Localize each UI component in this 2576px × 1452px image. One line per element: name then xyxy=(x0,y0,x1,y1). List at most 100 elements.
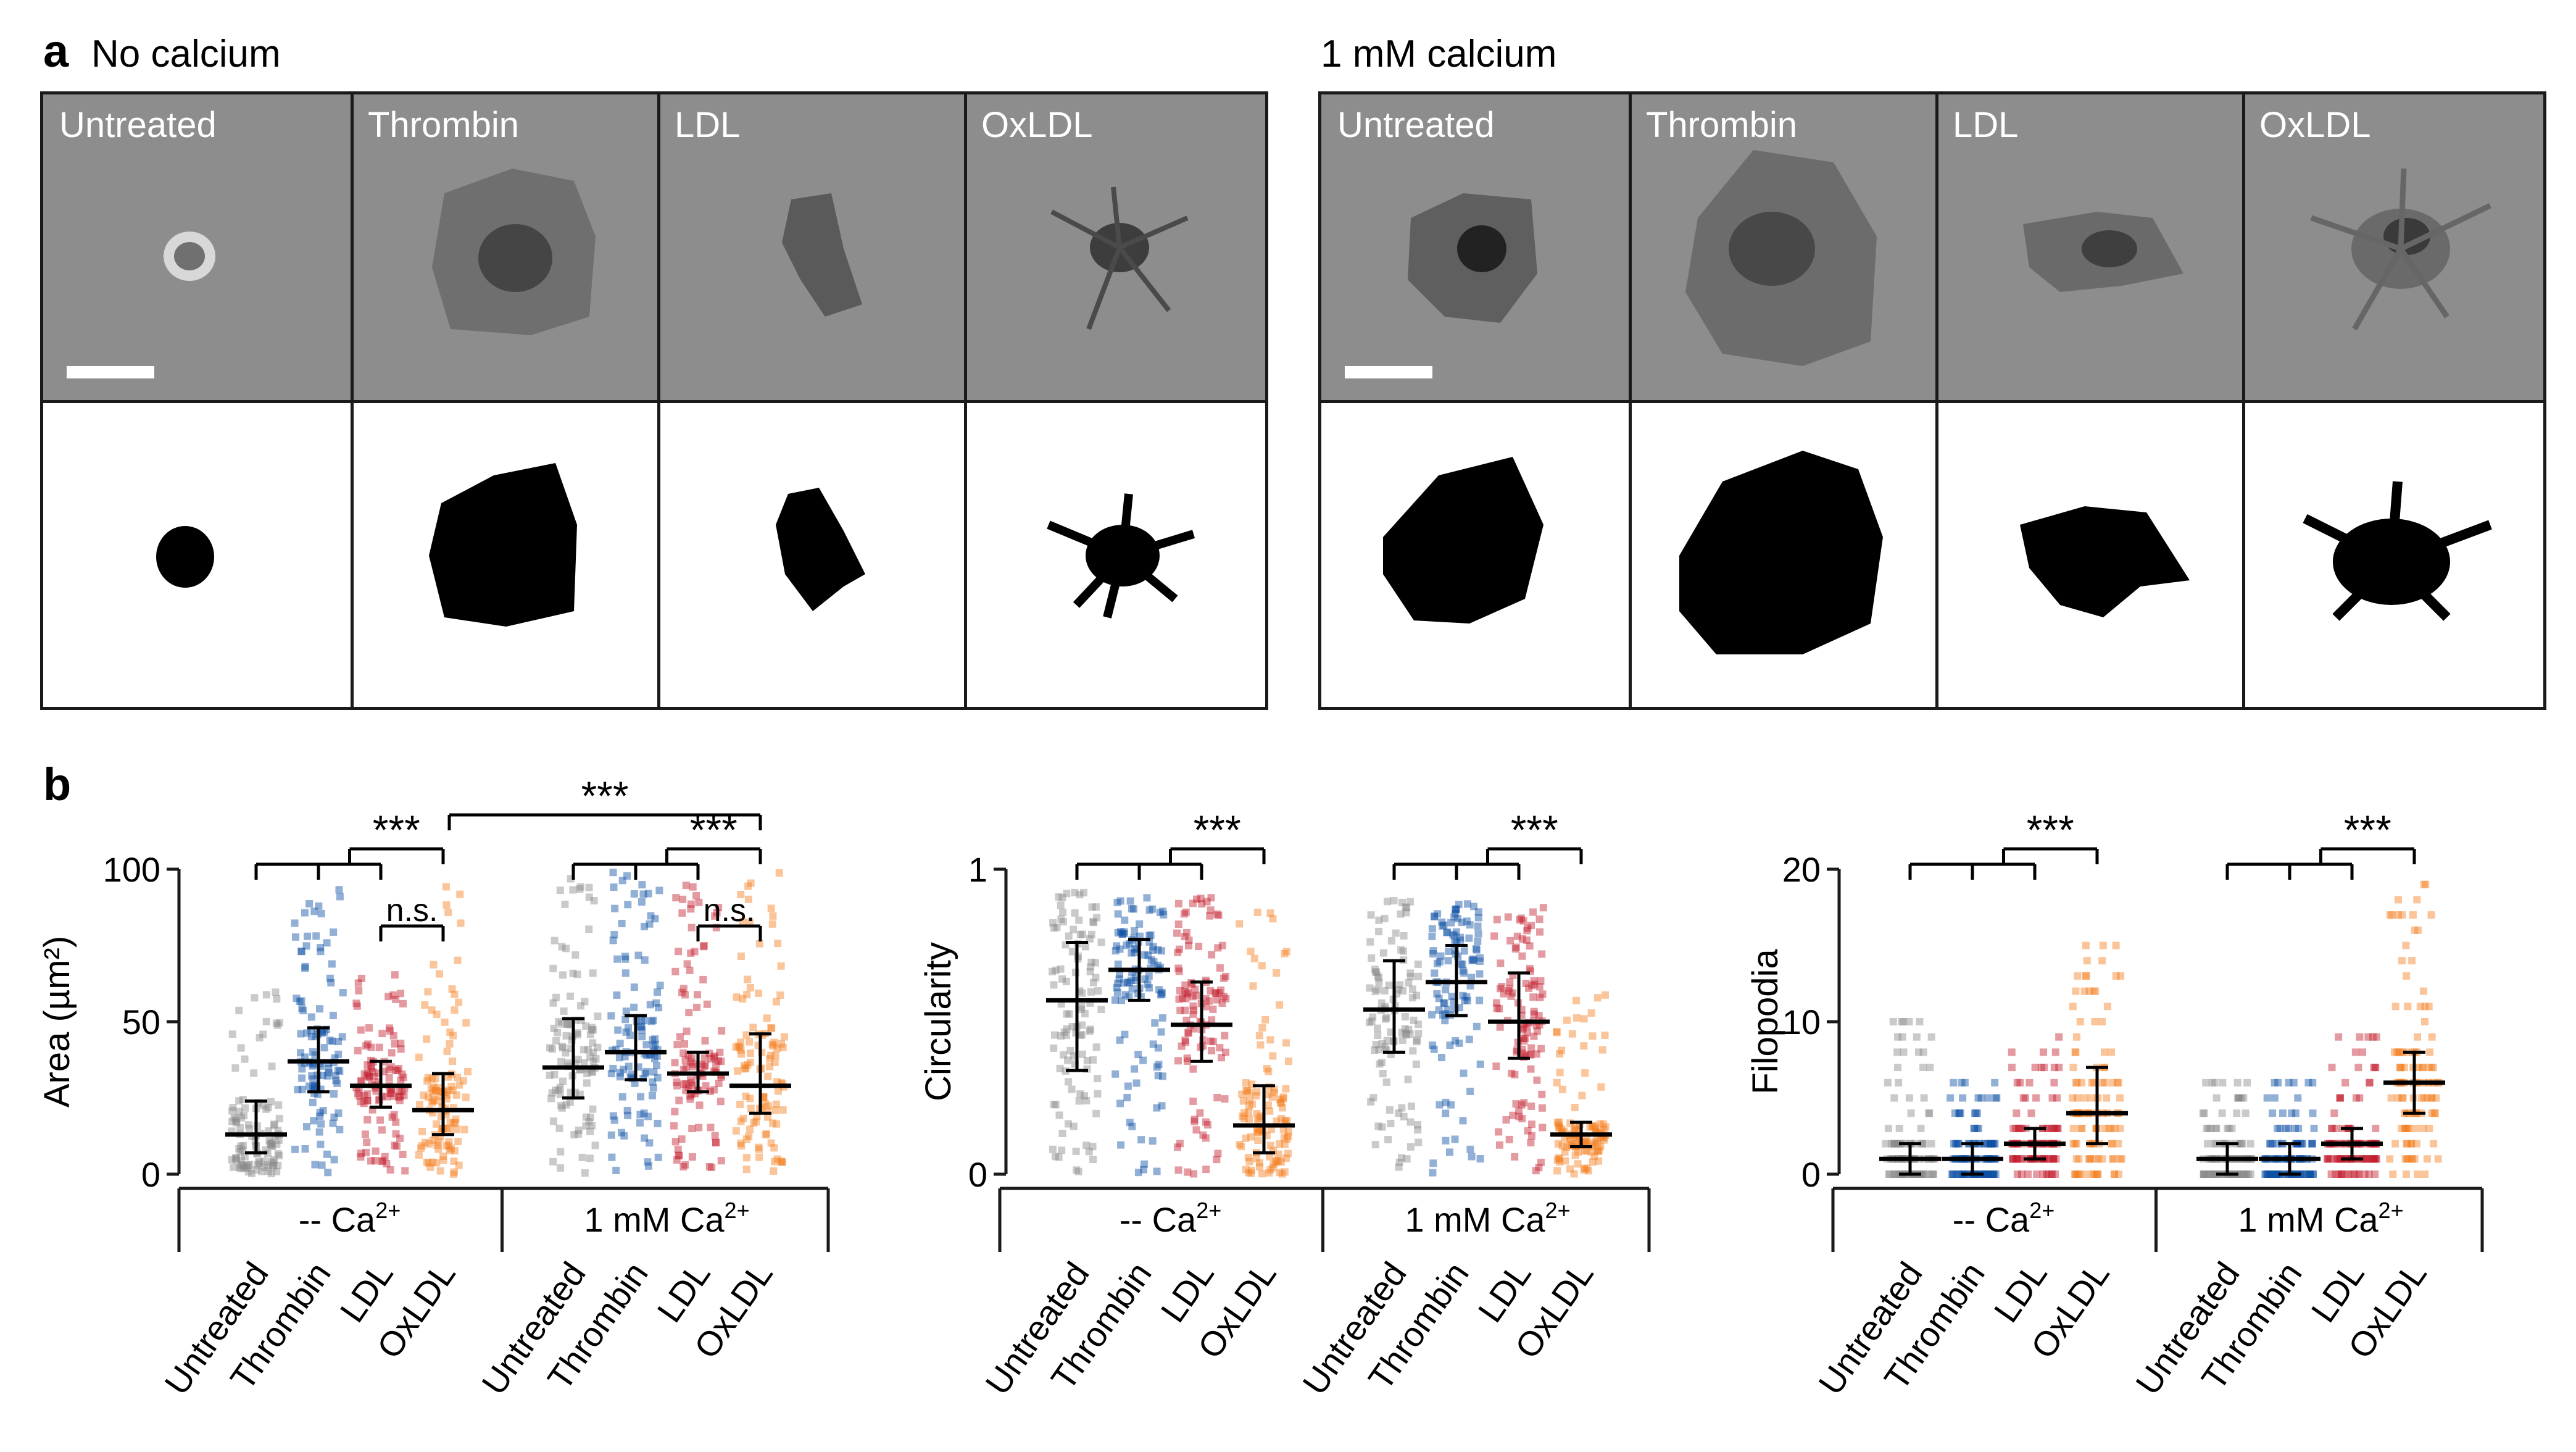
data-point xyxy=(2108,1079,2116,1087)
data-point xyxy=(269,1161,277,1169)
data-point xyxy=(650,1068,658,1076)
data-point xyxy=(451,1006,459,1014)
data-point xyxy=(2042,1170,2050,1178)
data-point xyxy=(378,1030,386,1038)
data-point xyxy=(1266,1153,1274,1161)
data-point xyxy=(1558,1125,1566,1133)
data-point xyxy=(1413,1038,1421,1046)
data-point xyxy=(1446,1148,1454,1156)
data-point xyxy=(711,912,719,920)
data-point xyxy=(2391,1003,2399,1011)
data-point xyxy=(1894,1033,1902,1041)
data-point xyxy=(1078,989,1086,997)
data-point xyxy=(2434,1155,2442,1163)
data-point xyxy=(1273,1117,1281,1125)
data-point xyxy=(2400,1064,2408,1072)
data-point xyxy=(1264,1101,1272,1109)
data-point xyxy=(555,1086,563,1094)
data-point xyxy=(1980,1140,1988,1148)
data-point xyxy=(1126,940,1134,948)
data-point xyxy=(586,1113,594,1121)
data-point xyxy=(362,1148,370,1156)
data-point xyxy=(2420,1094,2428,1102)
data-point xyxy=(1175,967,1183,975)
data-point xyxy=(243,1162,251,1170)
data-point xyxy=(1245,1169,1253,1177)
data-point xyxy=(621,953,629,961)
data-point xyxy=(1216,964,1224,972)
data-point xyxy=(1277,1158,1285,1166)
data-point xyxy=(2338,1170,2346,1178)
data-point xyxy=(1128,904,1136,912)
data-point xyxy=(1566,1135,1574,1143)
data-point xyxy=(1428,925,1436,933)
data-point xyxy=(323,939,331,947)
data-point xyxy=(309,1098,317,1106)
data-point xyxy=(2012,1124,2020,1132)
data-point xyxy=(1948,1170,1956,1178)
data-point xyxy=(1400,932,1408,940)
data-point xyxy=(367,1043,375,1051)
data-point xyxy=(1531,980,1539,988)
data-point xyxy=(744,895,752,903)
data-point xyxy=(2327,1170,2335,1178)
data-point xyxy=(445,1125,453,1133)
data-point xyxy=(1063,1010,1071,1018)
data-point xyxy=(1366,984,1374,992)
data-point xyxy=(2395,1048,2403,1056)
data-point xyxy=(2330,1109,2338,1117)
data-point xyxy=(1895,1079,1903,1087)
data-point xyxy=(1440,999,1448,1007)
data-point xyxy=(2072,1048,2080,1056)
data-point xyxy=(589,1048,597,1056)
data-point xyxy=(774,1087,782,1095)
data-point xyxy=(424,1093,432,1101)
data-point xyxy=(2291,1109,2300,1117)
data-point xyxy=(2411,1124,2419,1132)
data-point xyxy=(1059,918,1067,926)
data-point xyxy=(1131,945,1139,953)
data-point xyxy=(2075,1170,2084,1178)
data-point xyxy=(734,1067,742,1075)
data-point xyxy=(1950,1170,1958,1178)
tile-label: Untreated xyxy=(59,105,217,145)
data-point xyxy=(2014,1155,2022,1163)
data-point xyxy=(638,1033,646,1041)
data-point xyxy=(2306,1170,2314,1178)
data-point xyxy=(354,1046,362,1054)
data-point xyxy=(1538,950,1546,958)
data-point xyxy=(766,1062,774,1070)
data-point xyxy=(1184,1029,1192,1037)
data-point xyxy=(2233,1079,2242,1087)
data-point xyxy=(1384,1136,1392,1144)
data-point xyxy=(2114,1079,2122,1087)
data-point xyxy=(1117,1141,1125,1149)
data-point xyxy=(274,1161,282,1169)
data-point xyxy=(1207,987,1215,995)
data-point xyxy=(264,1167,272,1175)
data-point xyxy=(652,1061,660,1069)
data-point xyxy=(1956,1170,1964,1178)
data-point xyxy=(2069,1140,2077,1148)
data-point xyxy=(385,1074,393,1082)
data-point xyxy=(1442,1098,1450,1106)
data-point xyxy=(2309,1079,2317,1087)
data-point xyxy=(1984,1170,1992,1178)
data-point xyxy=(608,1153,616,1161)
data-point xyxy=(2239,1170,2247,1178)
data-point xyxy=(2299,1140,2307,1148)
data-point xyxy=(1985,1170,1993,1178)
data-point xyxy=(1593,1146,1602,1154)
data-point xyxy=(2202,1079,2210,1087)
data-point xyxy=(367,1064,375,1072)
data-point xyxy=(673,1041,681,1049)
data-point xyxy=(552,1037,560,1045)
data-point xyxy=(778,1158,786,1166)
data-point xyxy=(2336,1094,2344,1102)
data-point xyxy=(1496,985,1504,993)
data-point xyxy=(1884,1124,1892,1132)
data-point xyxy=(1247,1169,1255,1177)
data-point xyxy=(1378,1123,1386,1131)
data-point xyxy=(275,1101,283,1109)
data-point xyxy=(2050,1124,2058,1132)
